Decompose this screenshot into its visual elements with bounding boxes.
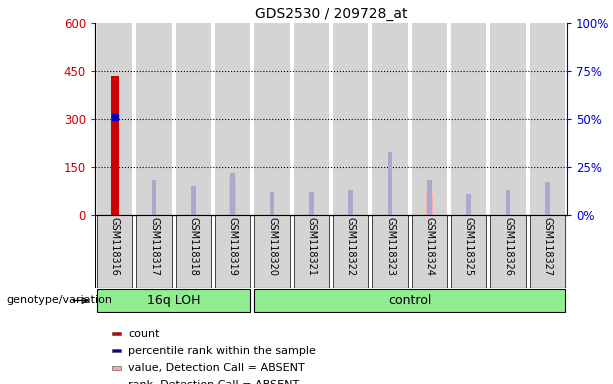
Text: GSM118327: GSM118327 [543,217,552,276]
Bar [412,215,447,288]
Bar [151,180,156,215]
Text: GSM118326: GSM118326 [503,217,513,276]
Bar [254,215,290,288]
Bar [506,190,511,215]
Bar [530,23,565,215]
Bar [191,186,196,215]
Bar [426,194,433,215]
Text: control: control [388,294,432,307]
Bar [451,215,486,288]
Bar [97,23,132,215]
Bar [309,192,314,215]
Bar [387,152,392,215]
Bar [136,23,172,215]
Bar [294,23,329,215]
Bar [176,23,211,215]
Text: GSM118324: GSM118324 [424,217,435,276]
Text: GSM118317: GSM118317 [149,217,159,276]
Bar [333,23,368,215]
Bar [112,366,121,369]
Text: rank, Detection Call = ABSENT: rank, Detection Call = ABSENT [128,380,299,384]
Text: GSM118322: GSM118322 [346,217,356,276]
Bar [215,215,250,288]
Bar [466,194,471,215]
Bar [545,182,550,215]
Text: GSM118316: GSM118316 [110,217,120,276]
Text: value, Detection Call = ABSENT: value, Detection Call = ABSENT [128,363,305,373]
Bar [112,332,121,335]
Bar [176,215,211,288]
Bar [270,192,275,215]
Bar [215,23,250,215]
Bar [490,23,526,215]
Bar [427,180,432,215]
Bar [97,289,250,312]
Bar [530,215,565,288]
Bar [372,215,408,288]
Bar [348,190,353,215]
Text: GSM118318: GSM118318 [188,217,199,276]
Title: GDS2530 / 209728_at: GDS2530 / 209728_at [255,7,407,21]
Text: 16q LOH: 16q LOH [147,294,200,307]
Bar [97,215,132,288]
Text: GSM118320: GSM118320 [267,217,277,276]
Bar [229,177,236,215]
Text: percentile rank within the sample: percentile rank within the sample [128,346,316,356]
Bar [372,23,408,215]
Text: GSM118319: GSM118319 [227,217,238,276]
Text: genotype/variation: genotype/variation [6,295,112,306]
Bar [112,349,121,353]
Text: GSM118325: GSM118325 [463,217,474,276]
Bar [451,23,486,215]
Text: count: count [128,329,159,339]
Bar [230,173,235,215]
Text: GSM118323: GSM118323 [385,217,395,276]
Text: GSM118321: GSM118321 [306,217,316,276]
Bar [412,23,447,215]
Bar [254,289,565,312]
Bar [254,23,290,215]
Bar [294,215,329,288]
Bar [136,215,172,288]
Bar [490,215,526,288]
Bar [110,76,119,215]
Bar [333,215,368,288]
